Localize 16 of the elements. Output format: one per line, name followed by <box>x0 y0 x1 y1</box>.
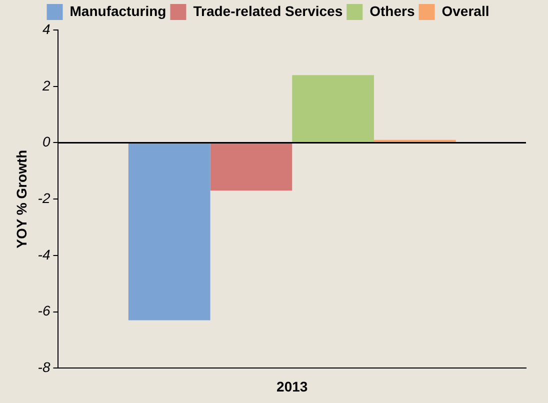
bar <box>210 143 292 191</box>
y-tick-label: 0 <box>42 134 50 150</box>
y-tick-label: 2 <box>41 77 50 94</box>
x-tick-label: 2013 <box>276 378 308 394</box>
y-tick-label: -4 <box>38 246 50 262</box>
y-tick-label: 4 <box>42 20 50 37</box>
bar <box>292 75 374 142</box>
legend-label: Others <box>370 2 415 19</box>
legend-label: Manufacturing <box>70 2 166 19</box>
y-tick-label: -6 <box>38 302 50 319</box>
y-tick-label: -2 <box>38 190 50 206</box>
legend-label: Overall <box>442 2 490 19</box>
legend-label: Trade-related Services <box>193 2 343 19</box>
y-axis-title: YOY % Growth <box>13 150 30 248</box>
y-tick-label: -8 <box>38 359 50 376</box>
bar <box>128 143 210 320</box>
